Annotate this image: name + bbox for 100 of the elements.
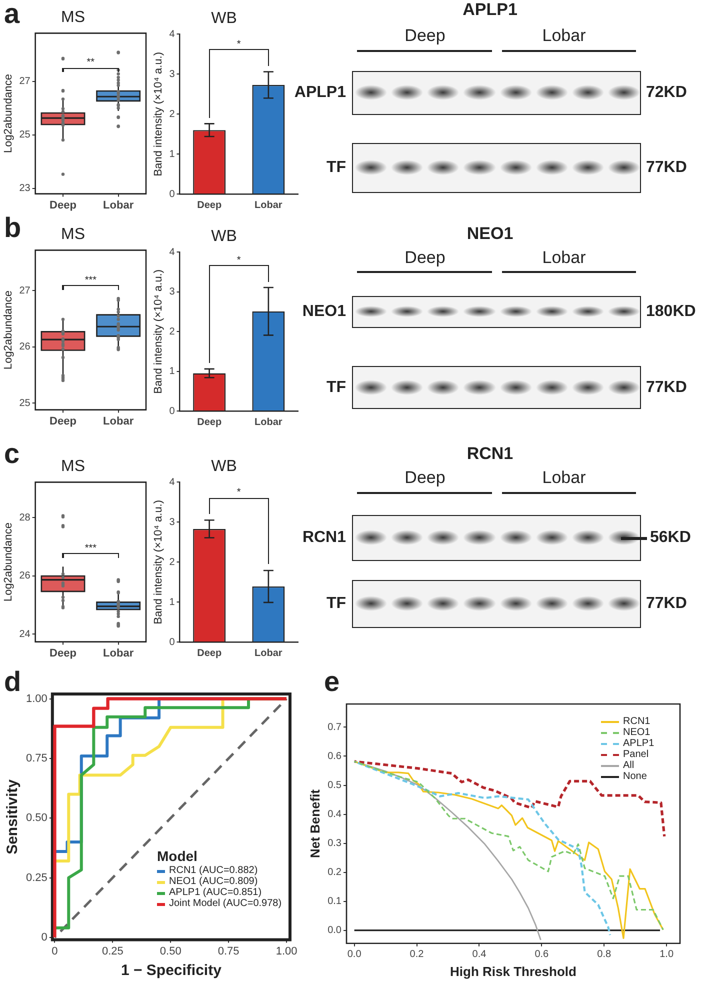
legend-label: Panel (623, 748, 649, 760)
y-tick-label: 0.3 (328, 838, 342, 850)
chart-title: MS (61, 458, 85, 476)
legend-label: RCN1 (623, 716, 650, 726)
text: e (324, 666, 340, 697)
text: NEO1 (302, 303, 346, 320)
text: 72KD (646, 84, 687, 101)
x-tick-label: Lobar (254, 200, 282, 211)
y-axis-title: Net Benefit (307, 788, 322, 858)
x-tick-label: Deep (50, 199, 77, 212)
text: RCN1 (302, 529, 346, 546)
y-tick-label: 3 (169, 68, 176, 80)
y-tick-label: 0.4 (328, 809, 342, 820)
y-tick-label: 0.1 (328, 896, 342, 908)
x-tick-label: 0.25 (102, 945, 124, 958)
text: NEO1 (466, 224, 514, 243)
y-tick-label: 25 (19, 130, 31, 141)
x-tick-label: Deep (197, 200, 222, 211)
text: Lobar (542, 26, 586, 45)
x-axis-title: 1 − Specificity (120, 962, 222, 980)
text: 77KD (646, 595, 687, 612)
y-tick-label: 0.6 (328, 750, 342, 762)
text: d (4, 666, 22, 697)
chart-title: WB (211, 228, 237, 246)
y-tick-label: 0 (169, 406, 176, 417)
y-tick-label: 1 (169, 596, 176, 608)
x-tick-label: 0 (52, 945, 58, 958)
x-tick-label: Lobar (254, 416, 282, 428)
y-axis-title: Band intensity (×10⁴ a.u.) (152, 52, 165, 176)
annotation: APLP1 (294, 84, 346, 101)
text: Lobar (542, 468, 586, 487)
legend-label: APLP1 (623, 738, 654, 748)
annotation: * (236, 254, 241, 266)
x-tick-label: Deep (197, 416, 222, 428)
x-tick-label: 0.6 (534, 949, 550, 960)
x-tick-label: 1.00 (276, 945, 298, 958)
chart-title: MS (61, 9, 85, 26)
y-tick-label: 1 (169, 366, 176, 378)
text: APLP1 (462, 0, 518, 19)
x-tick-label: Lobar (254, 648, 282, 659)
annotation: ** (86, 57, 95, 68)
text: 77KD (646, 378, 687, 396)
y-tick-label: 23 (19, 183, 31, 194)
x-tick-label: 1.0 (660, 949, 674, 960)
legend-label: None (623, 770, 647, 782)
x-axis-title: High Risk Threshold (450, 964, 577, 979)
y-tick-label: 4 (169, 28, 176, 40)
legend-label: Joint Model (AUC=0.978) (169, 898, 282, 910)
y-tick-label: 0 (41, 931, 48, 944)
y-tick-label: 0.0 (328, 925, 342, 936)
chart-title: MS (61, 226, 85, 244)
y-tick-label: 0.7 (328, 722, 342, 733)
y-tick-label: 26 (19, 342, 31, 353)
x-tick-label: 0.4 (472, 949, 487, 960)
text: c (4, 438, 20, 469)
text: TF (326, 159, 346, 176)
y-tick-label: 0 (169, 636, 176, 648)
chart-title: WB (211, 10, 237, 28)
text: a (4, 0, 20, 29)
legend-title: Model (157, 848, 198, 864)
y-tick-label: 0.2 (328, 867, 342, 878)
legend-label: NEO1 (AUC=0.809) (169, 876, 258, 888)
y-tick-label: 0.5 (328, 780, 342, 791)
y-tick-label: 27 (19, 76, 31, 88)
text: 77KD (646, 159, 687, 176)
legend-label: APLP1 (AUC=0.851) (169, 887, 262, 898)
annotation: *** (84, 542, 96, 554)
x-tick-label: 0.0 (347, 949, 362, 960)
x-tick-label: Lobar (103, 415, 134, 428)
y-tick-label: 26 (19, 570, 31, 582)
x-tick-label: Lobar (103, 647, 134, 660)
y-tick-label: 27 (19, 285, 31, 296)
x-tick-label: Lobar (103, 199, 134, 212)
text: Deep (404, 248, 446, 267)
y-axis-title: Sensitivity (4, 778, 22, 854)
text: 56KD (650, 529, 691, 546)
text: 180KD (646, 303, 696, 320)
chart-title: WB (211, 458, 237, 476)
x-tick-label: Deep (50, 415, 77, 428)
text: TF (326, 378, 346, 396)
annotation: * (236, 487, 241, 498)
text: Deep (404, 26, 446, 45)
text: RCN1 (466, 444, 514, 463)
y-tick-label: 4 (169, 246, 176, 258)
annotation: * (236, 38, 241, 50)
y-tick-label: 25 (19, 398, 31, 409)
y-axis-title: Band intensity (×10⁴ a.u.) (152, 269, 165, 394)
y-tick-label: 0.25 (26, 872, 48, 884)
y-tick-label: 0 (169, 188, 176, 200)
y-tick-label: 2 (169, 326, 176, 338)
text: b (4, 212, 22, 243)
y-tick-label: 28 (19, 512, 31, 524)
text: Deep (404, 468, 446, 487)
y-tick-label: 2 (169, 108, 176, 120)
legend-label: All (623, 760, 634, 770)
text: Lobar (542, 248, 586, 267)
x-tick-label: Deep (197, 648, 222, 659)
y-tick-label: 0.75 (26, 752, 48, 764)
legend-label: NEO1 (623, 726, 650, 738)
y-tick-label: 3 (169, 516, 176, 528)
